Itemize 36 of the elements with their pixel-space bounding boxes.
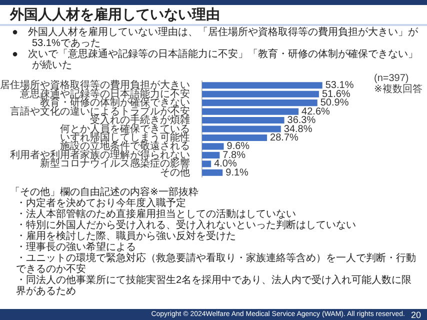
data-label: 4.0%	[214, 158, 237, 170]
bar	[202, 160, 212, 168]
bar	[202, 126, 281, 132]
data-label: 7.8%	[222, 150, 246, 161]
bar	[202, 90, 319, 98]
text: ● 外国人人材を雇用していない理由は、「居住場所や資格取得等の費用負担が大きい」が53.1%であった	[12, 27, 419, 49]
data-label: 42.6%	[302, 106, 330, 118]
text: ※複数回答	[374, 84, 422, 95]
chart-title: 外国人人材を雇用していない理由	[0, 5, 427, 26]
text: ・内定者を決めており今年度入職予定	[15, 198, 187, 209]
text: ・法人本部管轄のため直接雇用担当としての活動はしていない	[15, 209, 297, 220]
bar	[202, 100, 318, 106]
text: 「その他」欄の自由記述の内容※一部抜粋	[10, 187, 200, 198]
data-label: 9.6%	[226, 141, 250, 152]
bar	[202, 143, 224, 150]
bar	[202, 82, 322, 89]
bar	[202, 169, 223, 176]
data-label: 34.8%	[284, 124, 312, 135]
bar	[202, 108, 299, 115]
data-label: 36.3%	[287, 115, 316, 126]
text: ・ユニットの環境で緊急対応（救急要請や看取り・家族連絡等含め）を一人で判断・行動できるのか不安	[15, 253, 417, 275]
text: ・特別に外国人だから受け入れる、受け入れないといった判断はしていない	[15, 220, 357, 231]
data-label: 50.9%	[320, 98, 349, 109]
text: 20	[410, 310, 421, 320]
bar	[202, 152, 220, 158]
data-label: 28.7%	[270, 132, 299, 144]
data-label: 53.1%	[325, 80, 354, 92]
data-label: 51.6%	[322, 88, 350, 100]
bar	[202, 117, 284, 124]
text: ・同法人の他事業所にて技能実習生2名を採用中であり、法人内で受け入れ可能人数に限界があるため	[15, 275, 413, 297]
text: ● 次いで「意思疎通や記録等の日本語能力に不安」「教育・研修の体制が確保できない」が続いた	[12, 49, 419, 71]
text: ・雇用を検討した際、職員から強い反対を受けた	[15, 231, 237, 242]
bar	[202, 134, 268, 141]
data-label: 9.1%	[226, 167, 249, 178]
text: ・理事長の強い希望による	[15, 242, 136, 253]
text: (n=397)	[374, 73, 410, 84]
